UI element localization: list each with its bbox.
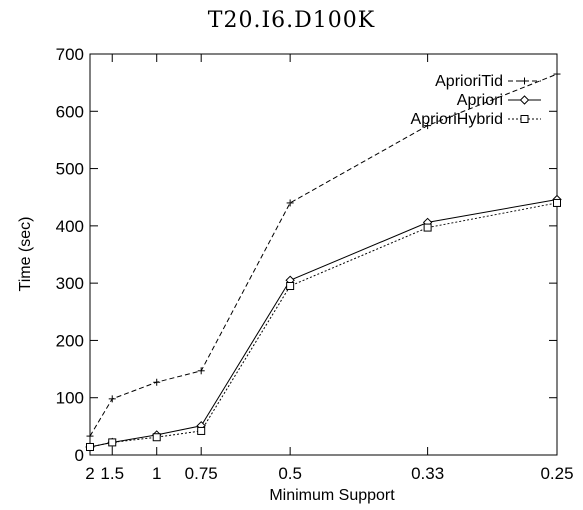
data-point-apriorihybrid: [87, 443, 94, 450]
x-tick-label: 0.33: [411, 464, 444, 483]
y-tick-label: 0: [75, 446, 84, 465]
legend-label: Apriori: [457, 92, 503, 109]
x-tick-label: 0.75: [185, 464, 218, 483]
legend-label: AprioriTid: [435, 73, 503, 90]
series-line-apriorihybrid: [90, 203, 557, 447]
data-point-aprioritid: [198, 367, 205, 374]
legend-marker: [521, 96, 529, 104]
x-tick-label: 1.5: [100, 464, 124, 483]
data-point-aprioritid: [87, 433, 94, 440]
x-tick-label: 2: [85, 464, 94, 483]
legend: AprioriTid Apriori AprioriHybrid: [411, 73, 541, 128]
data-point-apriorihybrid: [153, 434, 160, 441]
data-point-aprioritid: [554, 71, 561, 78]
x-tick-label: 1: [152, 464, 161, 483]
y-tick-label: 400: [56, 217, 84, 236]
legend-label: AprioriHybrid: [411, 111, 503, 128]
y-tick-label: 500: [56, 160, 84, 179]
y-tick-label: 600: [56, 102, 84, 121]
data-point-aprioritid: [109, 395, 116, 402]
data-point-apriorihybrid: [109, 439, 116, 446]
y-tick-label: 100: [56, 389, 84, 408]
x-tick-label: 0.5: [278, 464, 302, 483]
x-axis-label: Minimum Support: [269, 487, 395, 504]
x-tick-label: 0.25: [540, 464, 573, 483]
legend-marker: [521, 78, 528, 85]
y-tick-label: 300: [56, 274, 84, 293]
data-point-aprioritid: [153, 379, 160, 386]
y-tick-label: 200: [56, 331, 84, 350]
y-axis-label: Time (sec): [17, 217, 34, 292]
y-tick-label: 700: [56, 45, 84, 64]
data-point-apriorihybrid: [287, 283, 294, 290]
data-point-apriorihybrid: [198, 427, 205, 434]
data-point-apriorihybrid: [554, 199, 561, 206]
series-line-apriori: [90, 200, 557, 448]
data-point-apriorihybrid: [424, 224, 431, 231]
legend-marker: [521, 116, 528, 123]
data-point-aprioritid: [287, 199, 294, 206]
